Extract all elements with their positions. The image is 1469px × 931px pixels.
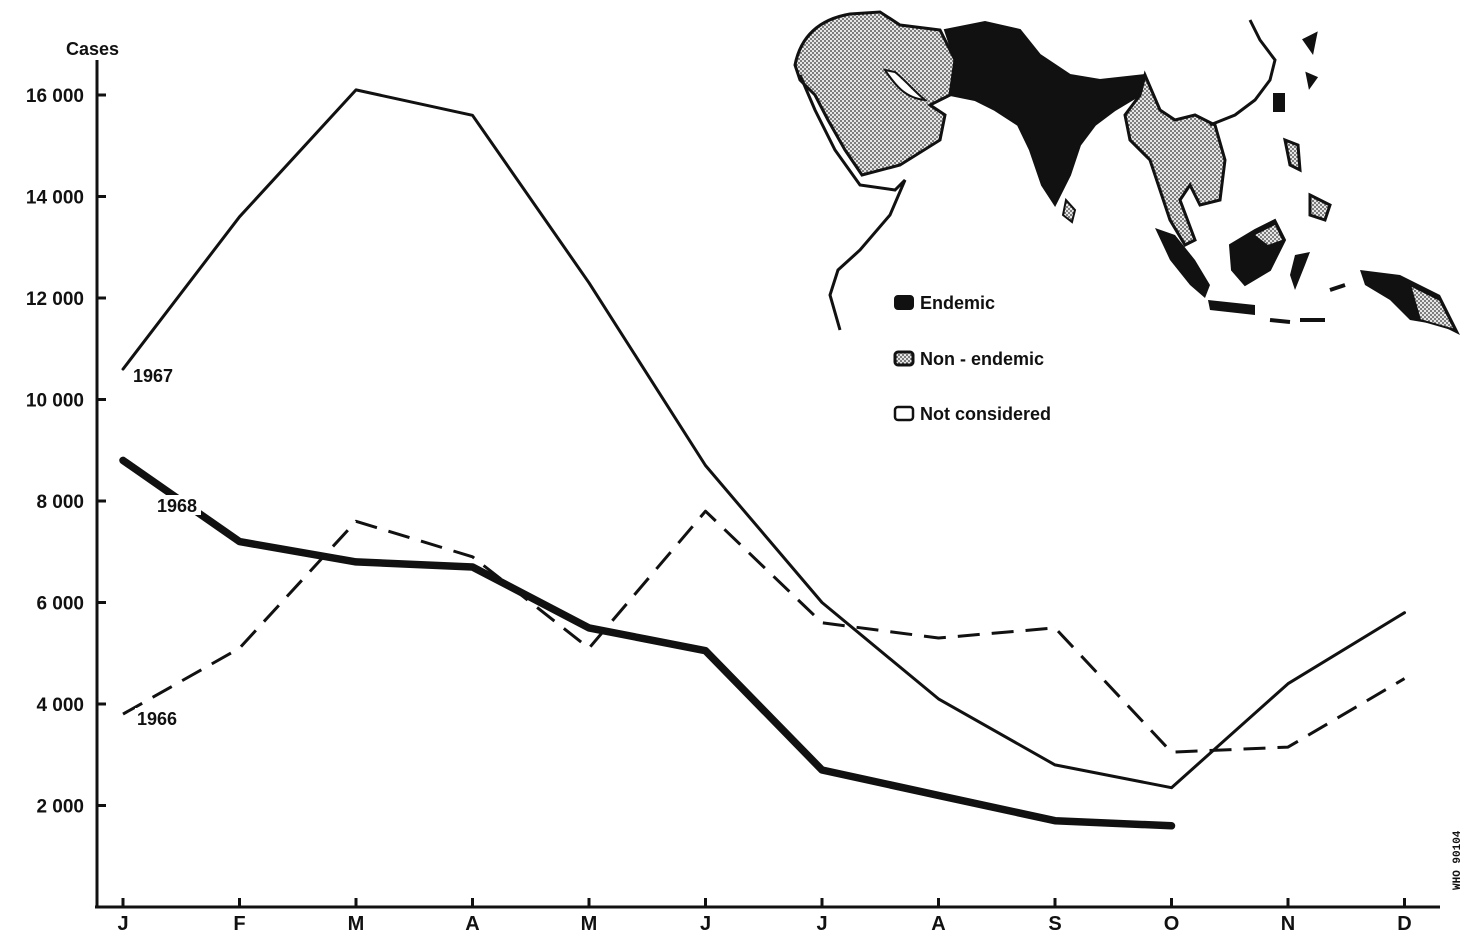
series-layer: 1967 1966 1968 <box>119 88 1406 830</box>
legend-label-endemic: Endemic <box>920 293 995 313</box>
y-tick-label: 2 000 <box>36 797 84 818</box>
y-tick-label: 8 000 <box>36 492 84 513</box>
series-line-1966 <box>122 509 1406 754</box>
map-region-sulawesi <box>1290 252 1310 290</box>
series-label-bg <box>131 365 177 385</box>
map-persian-gulf <box>882 68 929 102</box>
series-label-1966: 1966 <box>137 709 177 729</box>
map-region-new-guinea-east <box>1408 283 1457 332</box>
legend-swatch-non-endemic <box>893 350 915 367</box>
x-tick-label: S <box>1048 913 1061 931</box>
series-label-1967: 1967 <box>133 366 173 386</box>
map-region-sri-lanka <box>1061 197 1077 224</box>
map-africa-coast <box>798 74 907 331</box>
map-inset <box>793 10 1460 335</box>
legend-swatch-endemic <box>894 295 914 310</box>
y-tick-label: 6 000 <box>36 594 84 615</box>
y-tick-label: 12 000 <box>26 289 84 310</box>
y-ticks: 2 000 4 000 6 000 8 000 10 000 12 000 14 000 16… <box>26 86 106 818</box>
x-tick-label: A <box>465 913 479 931</box>
legend-swatch-not-considered <box>893 405 915 422</box>
series-label-bg <box>155 495 201 515</box>
x-tick-label: J <box>816 913 827 931</box>
x-tick-label: N <box>1281 913 1295 931</box>
y-tick-label: 10 000 <box>26 391 84 412</box>
axes <box>95 60 1440 909</box>
x-tick-label: M <box>581 913 598 931</box>
map-region-sumatra <box>1155 228 1210 298</box>
map-region-philippines <box>1282 137 1332 222</box>
series-line-1967 <box>121 88 1406 790</box>
y-tick-label: 4 000 <box>36 695 84 716</box>
series-label-bg <box>135 708 181 728</box>
x-tick-label: J <box>700 913 711 931</box>
x-tick-label: D <box>1397 913 1411 931</box>
x-tick-label: J <box>117 913 128 931</box>
legend-label-non-endemic: Non - endemic <box>920 349 1044 369</box>
y-tick-label: 16 000 <box>26 86 84 107</box>
map-region-southeast-asia <box>1123 70 1227 247</box>
legend-label-not-considered: Not considered <box>920 404 1051 424</box>
map-region-borneo-north <box>1255 225 1282 245</box>
map-region-middle-east <box>793 10 957 177</box>
map-region-java <box>1208 300 1255 315</box>
map-china-coast <box>1209 19 1277 127</box>
legend: Endemic Non - endemic Not considered <box>893 293 1051 424</box>
figure-code: WHO 90104 <box>1452 830 1464 890</box>
x-tick-label: A <box>931 913 945 931</box>
legend-item-non-endemic: Non - endemic <box>893 349 1044 369</box>
y-tick-label: 14 000 <box>26 188 84 209</box>
legend-item-endemic: Endemic <box>894 293 995 313</box>
y-axis-title: Cases <box>66 39 119 59</box>
series-line-1968 <box>119 456 1176 830</box>
legend-item-not-considered: Not considered <box>893 404 1051 424</box>
x-tick-label: F <box>233 913 245 931</box>
map-small-islands <box>1269 31 1346 324</box>
series-label-1968: 1968 <box>157 496 197 516</box>
x-tick-label: M <box>348 913 365 931</box>
x-tick-label: O <box>1164 913 1180 931</box>
map-region-india <box>943 20 1147 208</box>
